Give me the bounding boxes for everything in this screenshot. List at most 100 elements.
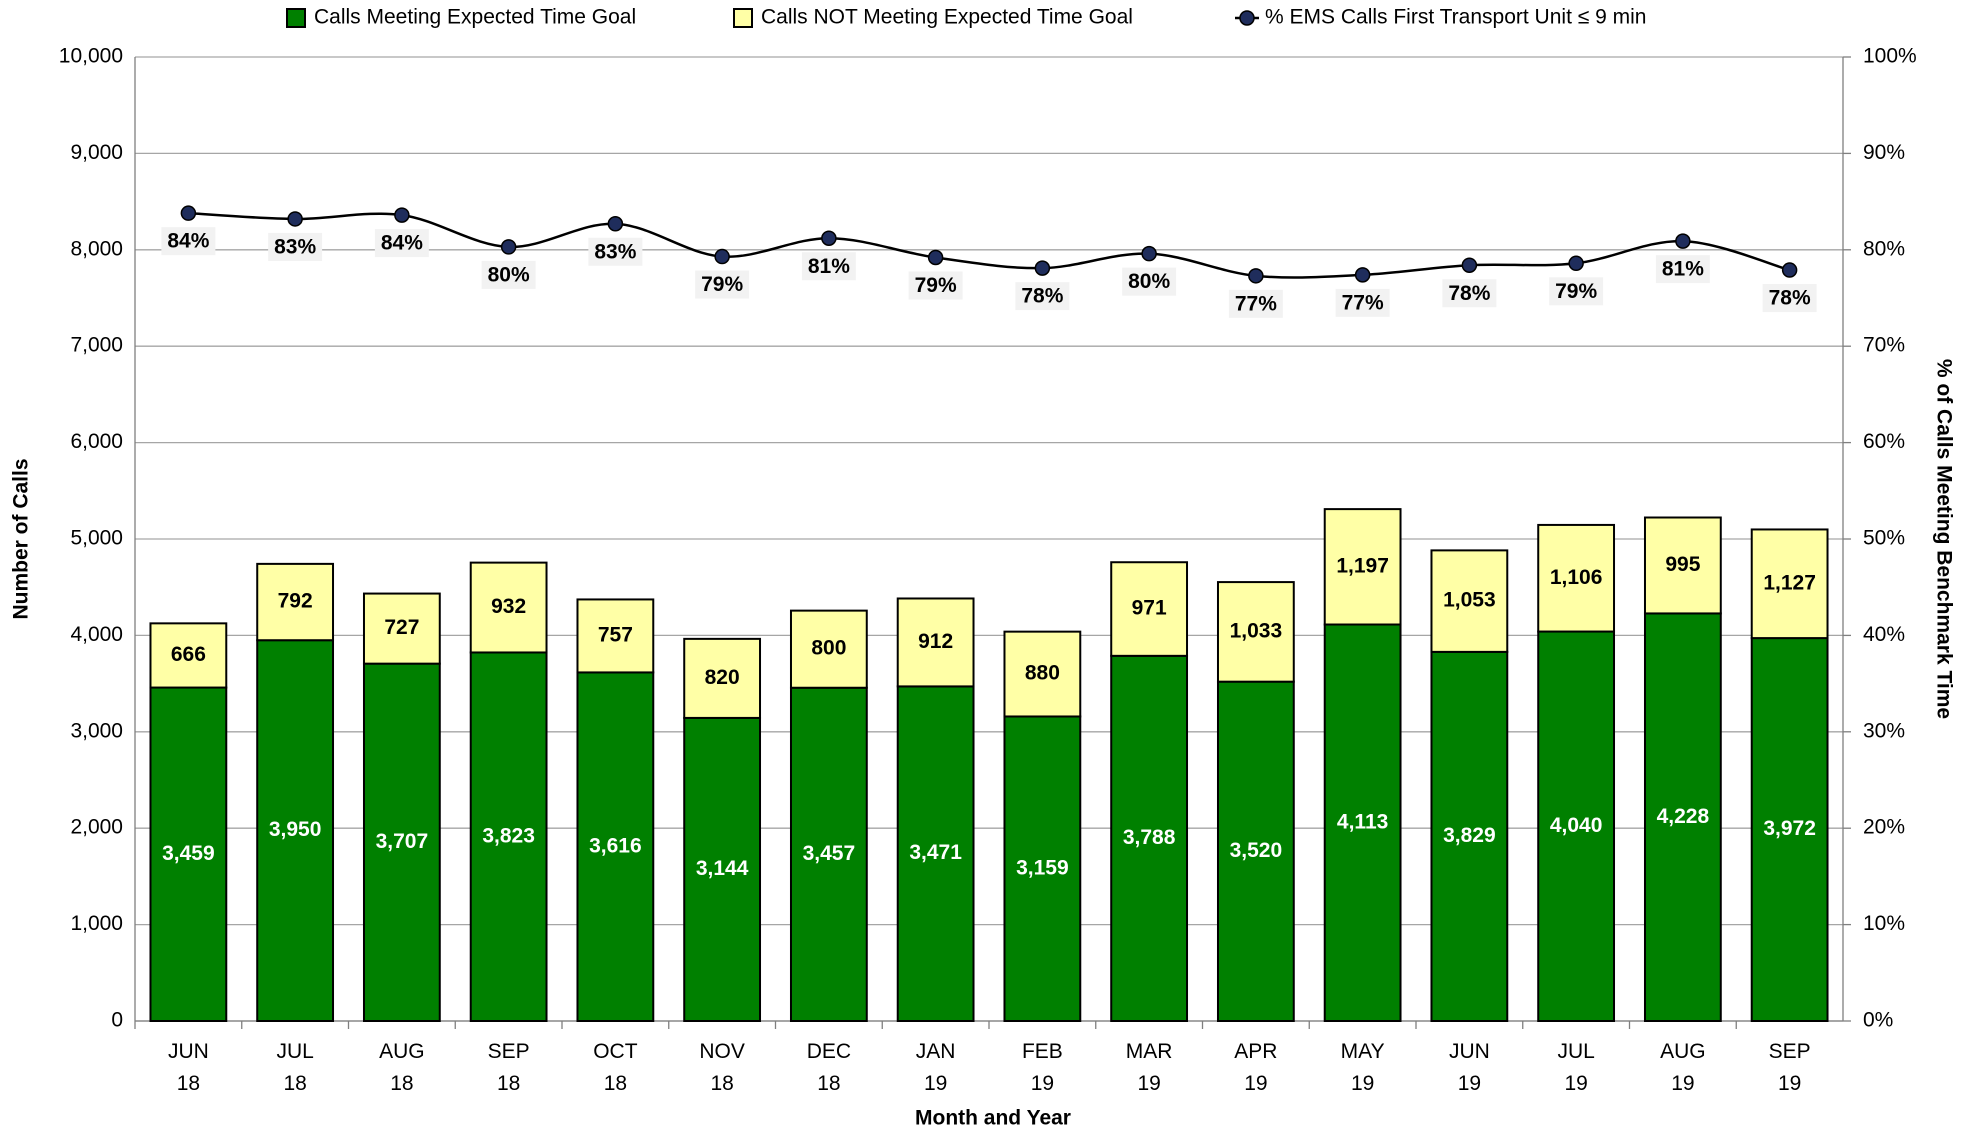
x-tick-label: AUG 18 xyxy=(379,1040,425,1095)
x-tick-label: JUL 19 xyxy=(1557,1040,1595,1095)
bar-value-label: 1,053 xyxy=(1443,589,1496,612)
bar xyxy=(1643,516,1722,615)
x-axis-title: Month and Year xyxy=(915,1107,1071,1128)
bar-value-label: 820 xyxy=(705,666,740,689)
x-tick-label: SEP 19 xyxy=(1768,1040,1811,1095)
line-value-label: 81% xyxy=(808,255,850,278)
bar-value-label: 995 xyxy=(1665,553,1700,576)
bar xyxy=(1323,508,1402,626)
bar xyxy=(1750,637,1829,1022)
bar-value-label: 1,197 xyxy=(1336,554,1389,577)
y-tick-label: 1,000 xyxy=(70,912,123,935)
y2-tick-label: 20% xyxy=(1863,816,1905,839)
y-tick-label: 6,000 xyxy=(70,430,123,453)
bar xyxy=(683,637,762,719)
bar-value-label: 3,520 xyxy=(1230,839,1283,862)
x-tick-label: MAY 19 xyxy=(1340,1040,1385,1095)
y2-tick-label: 30% xyxy=(1863,719,1905,742)
bar-value-label: 666 xyxy=(171,643,206,666)
bar-value-label: 3,457 xyxy=(803,842,856,865)
label-background xyxy=(161,227,216,256)
y2-tick-label: 100% xyxy=(1863,45,1917,68)
x-tick-label: DEC 18 xyxy=(806,1040,852,1095)
label-background xyxy=(1549,277,1604,306)
bar-value-label: 4,228 xyxy=(1657,805,1710,828)
bar xyxy=(1003,630,1082,718)
bar-value-label: 3,159 xyxy=(1016,856,1069,879)
bar xyxy=(1643,612,1722,1022)
label-background xyxy=(374,229,429,258)
bar xyxy=(362,592,441,665)
bar xyxy=(1216,680,1295,1022)
bar-value-label: 3,972 xyxy=(1763,817,1816,840)
line-value-label: 79% xyxy=(915,274,957,297)
y2-tick-label: 0% xyxy=(1863,1009,1893,1032)
y2-tick-label: 10% xyxy=(1863,912,1905,935)
bar xyxy=(1003,715,1082,1022)
line-value-label: 78% xyxy=(1448,282,1490,305)
line-marker xyxy=(1034,260,1051,276)
bar-value-label: 3,829 xyxy=(1443,824,1496,847)
bar-value-label: 792 xyxy=(278,590,313,613)
legend-label: Calls Meeting Expected Time Goal xyxy=(314,6,636,29)
bar xyxy=(683,716,762,1022)
bar xyxy=(576,598,655,674)
y-tick-label: 7,000 xyxy=(70,334,123,357)
y-tick-label: 10,000 xyxy=(59,45,123,68)
label-background xyxy=(1228,289,1283,318)
line-marker xyxy=(607,216,624,232)
bar xyxy=(789,686,868,1022)
bar xyxy=(1110,654,1189,1022)
y2-tick-label: 90% xyxy=(1863,141,1905,164)
bar-value-label: 727 xyxy=(384,616,419,639)
bar-value-label: 3,459 xyxy=(162,842,215,865)
bar-value-label: 932 xyxy=(491,595,526,618)
bar-value-label: 971 xyxy=(1132,597,1167,620)
line-value-label: 78% xyxy=(1769,287,1811,310)
line-marker xyxy=(180,205,197,221)
y2-tick-label: 40% xyxy=(1863,623,1905,646)
line-value-label: 78% xyxy=(1021,285,1063,308)
x-tick-label: AUG 19 xyxy=(1660,1040,1706,1095)
bar xyxy=(1110,561,1189,657)
x-tick-label: NOV 18 xyxy=(699,1040,745,1095)
y-tick-label: 8,000 xyxy=(70,237,123,260)
x-tick-label: FEB 19 xyxy=(1021,1040,1063,1095)
line-value-label: 84% xyxy=(167,230,209,253)
line-marker xyxy=(1248,268,1264,284)
bar-value-label: 3,823 xyxy=(482,824,535,847)
bar xyxy=(469,651,548,1023)
line xyxy=(188,211,1790,279)
label-background xyxy=(695,270,750,299)
bar-value-label: 3,707 xyxy=(376,830,429,853)
line-value-label: 80% xyxy=(488,263,530,286)
line-marker xyxy=(1141,245,1157,262)
y2-tick-label: 80% xyxy=(1863,237,1905,260)
y-tick-label: 0 xyxy=(111,1009,123,1032)
legend-swatch xyxy=(286,8,306,28)
label-background xyxy=(1655,255,1710,284)
y2-tick-label: 50% xyxy=(1863,527,1905,550)
label-background xyxy=(908,271,963,300)
line-marker xyxy=(287,211,303,227)
line-value-label: 77% xyxy=(1235,292,1277,315)
bar xyxy=(576,671,655,1022)
x-tick-label: JUL 18 xyxy=(276,1040,314,1095)
line-marker xyxy=(500,239,517,255)
x-tick-label: JUN 18 xyxy=(167,1040,209,1095)
x-tick-label: APR 19 xyxy=(1234,1040,1278,1095)
bar xyxy=(149,622,228,689)
line-value-label: 83% xyxy=(274,235,316,258)
bar-value-label: 4,113 xyxy=(1337,810,1388,833)
bar xyxy=(1537,523,1616,633)
line-marker xyxy=(1461,257,1478,273)
bar xyxy=(1430,549,1509,653)
label-background xyxy=(1015,282,1070,311)
y-tick-label: 3,000 xyxy=(70,719,123,742)
legend-marker xyxy=(1239,10,1255,26)
bar xyxy=(469,561,548,654)
y-tick-label: 4,000 xyxy=(70,623,123,646)
y2-axis-title: % of Calls Meeting Benchmark Time xyxy=(1932,359,1955,719)
bar xyxy=(1216,581,1295,683)
